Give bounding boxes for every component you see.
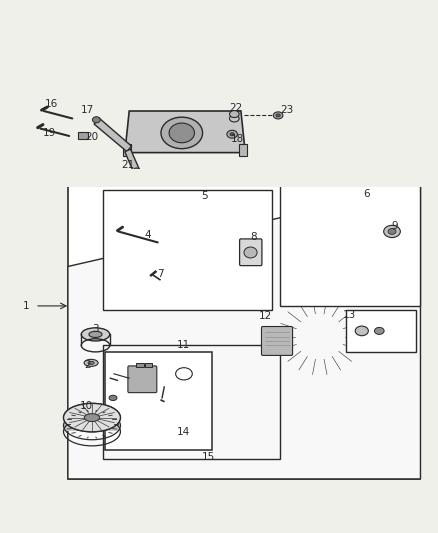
Ellipse shape (133, 168, 140, 173)
Bar (346, 310, 416, 352)
Bar (78, 132, 88, 140)
Bar (105, 352, 212, 450)
Bar (239, 144, 247, 156)
Ellipse shape (147, 210, 230, 297)
Ellipse shape (295, 313, 345, 360)
Text: 22: 22 (229, 103, 242, 113)
FancyBboxPatch shape (128, 366, 157, 393)
FancyBboxPatch shape (261, 327, 293, 356)
Text: 14: 14 (177, 427, 190, 437)
Ellipse shape (230, 133, 234, 136)
Ellipse shape (355, 326, 368, 336)
Ellipse shape (388, 229, 396, 235)
Ellipse shape (64, 403, 120, 432)
Ellipse shape (84, 359, 98, 366)
Text: 12: 12 (258, 311, 272, 320)
Text: 8: 8 (250, 232, 257, 242)
Text: 5: 5 (201, 190, 208, 200)
Ellipse shape (230, 110, 239, 118)
Text: 6: 6 (364, 189, 371, 199)
Ellipse shape (317, 217, 375, 272)
FancyBboxPatch shape (240, 239, 262, 265)
Text: 13: 13 (343, 310, 356, 320)
Text: 3: 3 (92, 324, 99, 334)
Ellipse shape (169, 123, 194, 143)
Ellipse shape (88, 361, 94, 365)
Ellipse shape (276, 296, 364, 377)
Bar (64, 417, 120, 431)
Text: 15: 15 (201, 452, 215, 462)
Bar (123, 144, 131, 156)
Ellipse shape (164, 228, 212, 279)
Ellipse shape (244, 247, 257, 258)
Bar (0, 169, 438, 187)
Ellipse shape (161, 117, 202, 149)
Ellipse shape (311, 328, 328, 345)
Text: 18: 18 (231, 134, 244, 144)
Polygon shape (103, 345, 280, 459)
Bar (145, 363, 152, 367)
Ellipse shape (89, 332, 102, 337)
Ellipse shape (92, 117, 100, 123)
Text: 2: 2 (84, 360, 91, 370)
Text: 21: 21 (122, 160, 135, 170)
Ellipse shape (84, 414, 99, 422)
Text: 17: 17 (81, 104, 94, 115)
Bar (136, 363, 144, 367)
Ellipse shape (374, 327, 384, 334)
Polygon shape (103, 190, 272, 310)
Ellipse shape (227, 130, 237, 138)
Bar (68, 185, 420, 479)
Polygon shape (125, 149, 139, 172)
Ellipse shape (384, 225, 400, 238)
Ellipse shape (276, 114, 280, 117)
Ellipse shape (109, 395, 117, 400)
Polygon shape (94, 118, 131, 152)
Text: 11: 11 (177, 341, 190, 350)
Polygon shape (280, 185, 420, 306)
Ellipse shape (230, 115, 239, 122)
Text: 4: 4 (145, 230, 152, 240)
Polygon shape (68, 185, 420, 479)
Text: 9: 9 (391, 221, 398, 231)
Ellipse shape (298, 200, 394, 289)
Text: 19: 19 (43, 128, 56, 138)
Text: 7: 7 (157, 269, 164, 279)
Text: 10: 10 (80, 401, 93, 411)
Polygon shape (125, 111, 245, 152)
Ellipse shape (180, 245, 197, 262)
Ellipse shape (273, 112, 283, 119)
Text: 1: 1 (23, 301, 30, 311)
Text: 20: 20 (85, 132, 99, 142)
Ellipse shape (336, 235, 356, 254)
Text: 23: 23 (280, 105, 293, 115)
Ellipse shape (81, 328, 110, 341)
Text: 16: 16 (45, 100, 58, 109)
